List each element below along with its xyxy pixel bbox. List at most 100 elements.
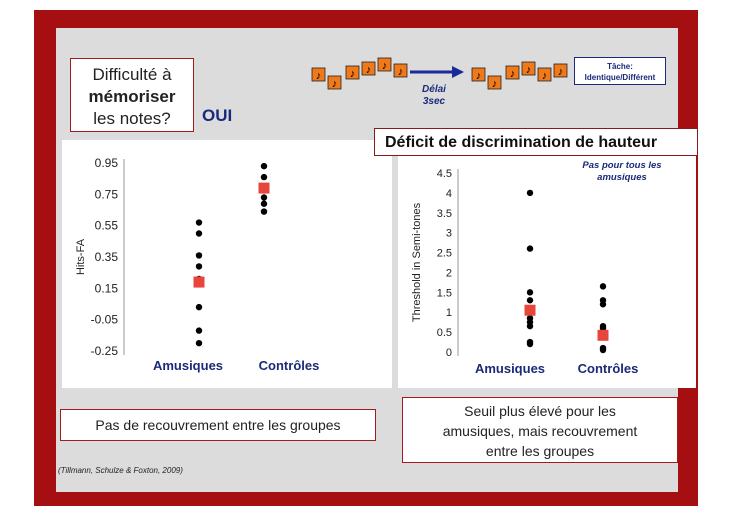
data-point xyxy=(260,200,268,207)
task-line-2: Identique/Différent xyxy=(584,73,656,82)
music-note-icon: ♪ xyxy=(537,67,552,82)
y-tick-label: 0.35 xyxy=(95,250,119,264)
task-line-1: Tâche: xyxy=(607,62,633,71)
music-note-icon: ♪ xyxy=(377,57,392,72)
svg-text:♪: ♪ xyxy=(398,66,404,78)
y-tick-label: 2.5 xyxy=(437,248,452,260)
data-point xyxy=(599,283,607,290)
music-note-icon: ♪ xyxy=(553,63,568,78)
data-point xyxy=(526,340,534,348)
music-note-icon: ♪ xyxy=(505,65,520,80)
y-tick-label: 2 xyxy=(446,267,452,279)
y-tick-label: 3.5 xyxy=(437,208,452,220)
memorize-question-box: Difficulté à mémoriser les notes? xyxy=(70,58,194,132)
music-note-icon: ♪ xyxy=(487,75,502,90)
category-label: Contrôles xyxy=(259,358,320,373)
svg-text:♪: ♪ xyxy=(316,70,322,82)
not-all-line-1: Pas pour tous les xyxy=(582,160,662,171)
data-point xyxy=(195,303,203,311)
y-tick-label: 3 xyxy=(446,228,452,240)
y-tick-label: 4.5 xyxy=(437,168,452,180)
data-point xyxy=(195,219,203,226)
data-point xyxy=(195,327,203,334)
data-point xyxy=(599,324,607,332)
data-point xyxy=(195,252,203,259)
music-note-icon: ♪ xyxy=(327,75,342,90)
y-tick-label: 0.5 xyxy=(437,327,452,339)
no-overlap-box: Pas de recouvrement entre les groupes xyxy=(60,409,376,441)
y-axis-label: Hits-FA xyxy=(75,238,87,275)
data-point xyxy=(260,194,268,201)
left-plot-area: 0.95 0.75 0.55 0.35 0.15 -0.05 -0.25 Hits-FA Amu… xyxy=(62,140,392,388)
category-label: Contrôles xyxy=(578,361,639,376)
data-point xyxy=(526,297,534,304)
data-point xyxy=(526,322,534,330)
svg-text:♪: ♪ xyxy=(332,78,338,90)
y-tick-label: 4 xyxy=(446,188,452,200)
y-tick-label: 0 xyxy=(446,347,452,359)
data-point xyxy=(526,245,534,252)
data-point xyxy=(599,346,607,354)
deficit-title: Déficit de discrimination de hauteur xyxy=(374,128,698,156)
mean-marker xyxy=(597,329,609,341)
seuil-line-1: Seuil plus élevé pour les xyxy=(464,403,616,419)
seuil-line-2: amusiques, mais recouvrement xyxy=(442,423,638,439)
memorize-line-1: Difficulté à xyxy=(92,65,172,84)
data-point xyxy=(195,230,203,237)
music-note-icon: ♪ xyxy=(361,61,376,76)
svg-text:♪: ♪ xyxy=(476,70,482,82)
svg-text:♪: ♪ xyxy=(366,64,372,76)
data-point xyxy=(260,162,268,170)
task-box: Tâche: Identique/Différent xyxy=(574,57,666,85)
y-tick-label: 0.55 xyxy=(95,219,119,233)
y-tick-label: 0.95 xyxy=(95,156,119,170)
svg-text:♪: ♪ xyxy=(542,70,548,82)
music-note-icon: ♪ xyxy=(311,67,326,82)
mean-marker xyxy=(524,304,536,316)
note-icons: ♪ ♪ ♪ ♪ ♪ ♪ ♪ ♪ ♪ ♪ ♪ ♪ xyxy=(311,57,568,90)
data-point xyxy=(260,208,268,215)
y-tick-label: 1.5 xyxy=(437,287,452,299)
music-note-icon: ♪ xyxy=(393,63,408,78)
svg-text:♪: ♪ xyxy=(492,78,498,90)
mean-marker xyxy=(193,276,205,288)
delay-line-1: Délai xyxy=(422,84,446,95)
data-point xyxy=(195,263,203,270)
music-note-icon: ♪ xyxy=(345,65,360,80)
seuil-line-3: entre les groupes xyxy=(485,443,595,459)
memorize-line-2: mémoriser xyxy=(88,87,176,106)
svg-text:♪: ♪ xyxy=(558,66,564,78)
music-note-icon: ♪ xyxy=(471,67,486,82)
data-point xyxy=(526,189,534,197)
y-axis-label: Threshold in Semi-tones xyxy=(411,202,423,322)
mean-marker xyxy=(258,182,270,194)
not-all-line-2: amusiques xyxy=(597,172,647,183)
threshold-chart: 4.5 4 3.5 3 2.5 2 1.5 1 0.5 0 Threshold in Semi-to… xyxy=(411,168,639,376)
not-all-amusics-note: Pas pour tous les amusiques xyxy=(566,160,678,184)
right-plot-area: 4.5 4 3.5 3 2.5 2 1.5 1 0.5 0 Threshold in Semi-to… xyxy=(398,155,696,388)
category-label: Amusiques xyxy=(475,361,545,376)
hits-fa-chart: 0.95 0.75 0.55 0.35 0.15 -0.05 -0.25 Hits-FA Amu… xyxy=(75,156,320,373)
svg-text:♪: ♪ xyxy=(382,60,388,72)
svg-text:♪: ♪ xyxy=(510,68,516,80)
y-tick-label: 0.15 xyxy=(95,281,119,295)
data-point xyxy=(599,301,607,308)
delay-line-2: 3sec xyxy=(422,96,446,107)
oui-label: OUI xyxy=(202,106,233,125)
delay-label: Délai 3sec xyxy=(412,84,456,108)
threshold-conclusion-box: Seuil plus élevé pour les amusiques, mai… xyxy=(402,397,678,463)
data-point xyxy=(195,339,203,347)
y-tick-label: -0.25 xyxy=(91,344,119,358)
melody-diagram: ♪ ♪ ♪ ♪ ♪ ♪ ♪ ♪ ♪ ♪ ♪ ♪ xyxy=(311,57,568,90)
memorize-line-3: les notes? xyxy=(93,109,171,128)
data-point xyxy=(260,173,268,181)
citation: (Tillmann, Schulze & Foxton, 2009) xyxy=(58,466,183,475)
data-point xyxy=(526,289,534,296)
music-note-icon: ♪ xyxy=(521,61,536,76)
category-label: Amusiques xyxy=(153,358,223,373)
y-tick-label: -0.05 xyxy=(91,313,119,327)
svg-text:♪: ♪ xyxy=(350,68,356,80)
transition-arrow-head xyxy=(452,66,464,78)
y-tick-label: 0.75 xyxy=(95,187,119,201)
y-tick-label: 1 xyxy=(446,307,452,319)
